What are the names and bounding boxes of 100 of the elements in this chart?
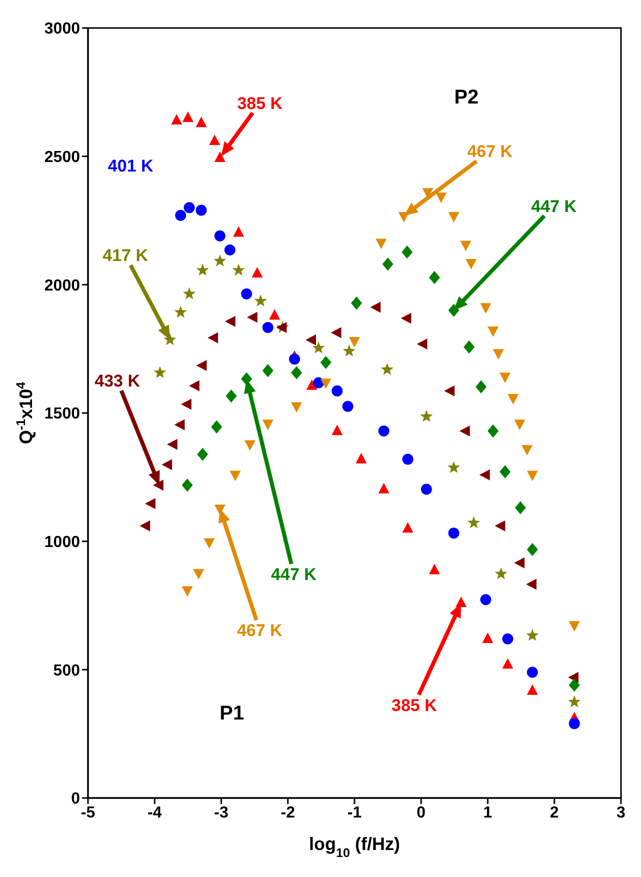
annotation: 447 K <box>271 564 318 584</box>
point <box>182 112 194 122</box>
point <box>428 270 440 284</box>
annotation: 447 K <box>531 196 578 216</box>
point <box>351 296 362 310</box>
point <box>214 230 226 242</box>
point <box>182 287 196 300</box>
point <box>526 542 538 556</box>
x-tick-label: -4 <box>148 804 162 822</box>
annotation: P2 <box>454 86 479 108</box>
point <box>262 322 274 334</box>
point <box>402 245 413 259</box>
point <box>182 478 193 492</box>
point <box>376 238 387 250</box>
point <box>224 316 236 327</box>
point <box>291 402 302 413</box>
point <box>482 632 494 643</box>
point <box>502 658 514 669</box>
point <box>164 333 176 346</box>
point <box>568 695 581 708</box>
point <box>476 380 487 394</box>
point <box>370 302 381 313</box>
point <box>568 718 580 730</box>
point <box>342 400 354 412</box>
point <box>448 212 460 222</box>
point <box>332 424 343 436</box>
x-tick-label: 0 <box>416 804 426 822</box>
point <box>500 465 511 478</box>
point <box>378 482 390 494</box>
annotation: 417 K <box>102 246 149 266</box>
point <box>479 469 490 480</box>
point <box>380 363 394 375</box>
point <box>568 678 580 692</box>
point <box>196 116 207 128</box>
point <box>447 461 460 474</box>
point <box>193 569 204 580</box>
point <box>152 480 164 491</box>
point <box>502 633 514 644</box>
point <box>464 340 475 354</box>
point <box>204 538 215 549</box>
point <box>522 445 533 456</box>
point <box>289 354 300 365</box>
point <box>196 360 207 372</box>
point <box>400 312 412 324</box>
point <box>196 204 207 216</box>
annotation: 467 K <box>467 142 514 162</box>
point <box>174 419 185 430</box>
annotation: 467 K <box>236 621 284 640</box>
point <box>428 564 440 574</box>
point <box>514 557 525 568</box>
point <box>174 306 187 318</box>
y-tick-label: 1000 <box>44 534 80 552</box>
x-tick-label: 1 <box>483 804 492 822</box>
point <box>492 349 504 360</box>
point <box>306 334 316 346</box>
point <box>312 341 325 354</box>
point <box>448 528 460 539</box>
point <box>402 522 414 533</box>
point <box>466 258 477 270</box>
point <box>214 254 226 266</box>
point <box>459 425 470 436</box>
x-tick-label: 3 <box>616 804 626 822</box>
point <box>480 303 492 314</box>
point <box>171 114 182 125</box>
annotation: 385 K <box>392 696 438 715</box>
y-tick-label: 3000 <box>44 20 80 38</box>
point <box>208 332 218 344</box>
point <box>467 516 480 528</box>
point <box>526 666 538 678</box>
x-tick-label: 2 <box>550 804 559 822</box>
point <box>526 684 538 695</box>
point <box>224 244 236 256</box>
point <box>494 520 506 532</box>
point <box>436 192 447 203</box>
point <box>514 420 526 430</box>
point <box>262 420 274 430</box>
annotation: 385 K <box>237 94 284 113</box>
point <box>488 424 499 438</box>
y-tick-label: 0 <box>71 790 80 808</box>
point <box>291 366 302 380</box>
y-tick-label: 1500 <box>44 406 80 423</box>
point <box>420 410 433 422</box>
point <box>320 378 332 390</box>
point <box>209 134 220 146</box>
point <box>140 520 150 532</box>
point <box>480 594 492 606</box>
point <box>420 484 432 495</box>
point <box>182 586 193 597</box>
point <box>514 501 526 514</box>
point <box>378 425 390 436</box>
point <box>500 372 511 384</box>
point <box>568 621 580 632</box>
point <box>180 398 192 410</box>
y-tick-label: 2500 <box>44 149 80 166</box>
point <box>306 379 318 390</box>
point <box>162 459 172 470</box>
point <box>188 380 200 392</box>
point <box>356 452 367 464</box>
point <box>262 364 274 378</box>
point <box>230 470 241 482</box>
